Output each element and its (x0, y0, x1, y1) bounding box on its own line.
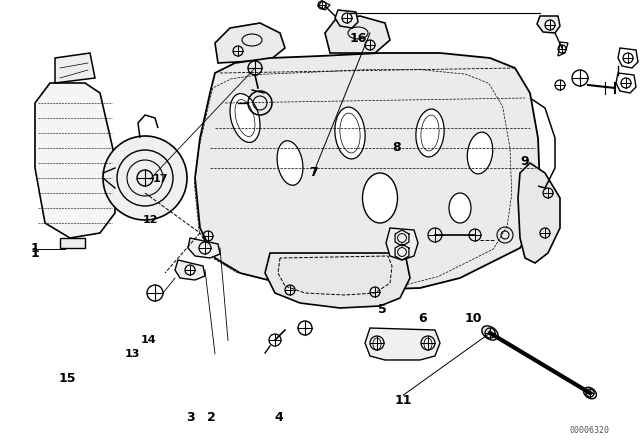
Polygon shape (35, 83, 115, 238)
Polygon shape (188, 238, 220, 258)
Text: 3: 3 (186, 411, 195, 424)
Polygon shape (335, 10, 358, 28)
Text: 15: 15 (58, 372, 76, 385)
Text: 17: 17 (152, 174, 168, 184)
Circle shape (103, 136, 187, 220)
Text: 16: 16 (349, 31, 367, 45)
Ellipse shape (335, 107, 365, 159)
Text: 1: 1 (31, 242, 40, 255)
Text: 8: 8 (392, 141, 401, 155)
Text: 13: 13 (125, 349, 140, 359)
Text: 12: 12 (143, 215, 158, 224)
Text: 14: 14 (141, 336, 156, 345)
Polygon shape (518, 163, 560, 263)
Polygon shape (325, 16, 390, 53)
Polygon shape (55, 53, 95, 83)
Ellipse shape (584, 387, 596, 399)
Text: 9: 9 (520, 155, 529, 168)
Ellipse shape (482, 326, 498, 340)
Ellipse shape (230, 94, 260, 142)
Text: 1: 1 (31, 246, 40, 260)
Text: 4: 4 (274, 411, 283, 424)
Text: 5: 5 (378, 302, 387, 316)
Text: 2: 2 (207, 411, 216, 424)
Ellipse shape (277, 141, 303, 185)
Polygon shape (365, 328, 440, 360)
Ellipse shape (467, 132, 493, 174)
Polygon shape (386, 228, 418, 260)
Ellipse shape (362, 173, 397, 223)
Polygon shape (537, 16, 560, 33)
Text: 10: 10 (465, 311, 483, 325)
Polygon shape (265, 253, 410, 308)
Polygon shape (175, 260, 205, 280)
Text: 00006320: 00006320 (570, 426, 610, 435)
Polygon shape (215, 23, 285, 63)
Text: 11: 11 (394, 394, 412, 408)
Polygon shape (195, 53, 540, 290)
Ellipse shape (449, 193, 471, 223)
Text: 7: 7 (309, 166, 318, 179)
Ellipse shape (416, 109, 444, 157)
Text: 6: 6 (418, 311, 427, 325)
Polygon shape (60, 238, 85, 248)
